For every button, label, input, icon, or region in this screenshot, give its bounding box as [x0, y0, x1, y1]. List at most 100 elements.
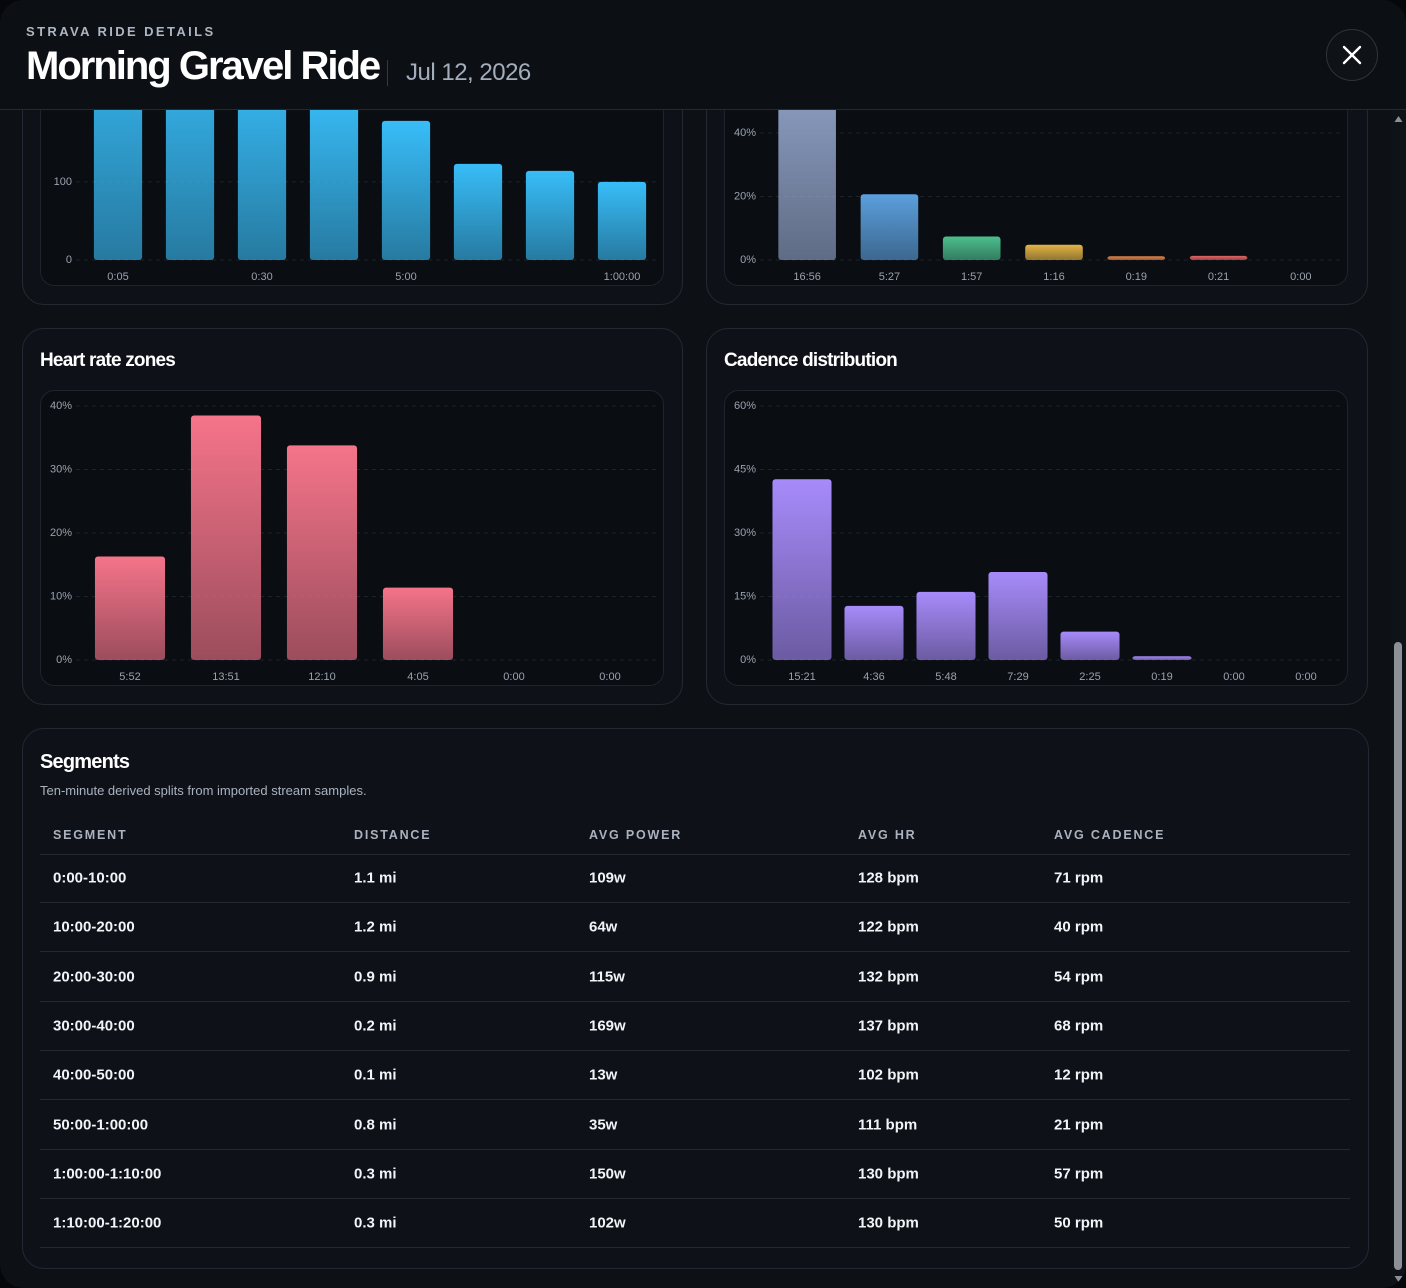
- table-cell: 130 bpm: [858, 1214, 919, 1232]
- chart-title: Cadence distribution: [724, 350, 898, 371]
- chart-card: Cadence distribution 0% 15% 30% 45% 60% 15:21 4…: [706, 328, 1368, 705]
- bar: [525, 170, 575, 260]
- table-cell: 102 bpm: [858, 1066, 919, 1084]
- chart-title: Heart rate zones: [40, 350, 176, 371]
- scrollbar[interactable]: [1391, 110, 1406, 1288]
- close-button[interactable]: [1326, 29, 1378, 81]
- bar: [237, 110, 287, 260]
- table-cell: 169w: [589, 1017, 626, 1035]
- bar: [381, 120, 431, 260]
- x-tick-label: 1:00:00: [604, 271, 641, 283]
- table-cell: 50:00-1:00:00: [53, 1116, 149, 1133]
- x-tick-label: 4:36: [863, 671, 884, 683]
- table-cell: 50 rpm: [1054, 1214, 1104, 1232]
- bar: [597, 181, 647, 260]
- table-cell: 0.2 mi: [354, 1017, 397, 1035]
- bar: [94, 556, 166, 660]
- table-cell: 71 rpm: [1054, 869, 1104, 887]
- bar: [844, 605, 904, 660]
- x-tick-label: 0:00: [503, 671, 524, 683]
- table-cell: 20:00-30:00: [53, 968, 135, 986]
- chart-card: 0% 20% 40% 16:56 5:27 1:57 1:16 0:19 0:21 0:00: [706, 110, 1368, 305]
- bar: [860, 194, 919, 260]
- table-cell: 1:00:00-1:10:00: [53, 1165, 162, 1183]
- x-tick-label: 2:25: [1079, 671, 1100, 683]
- header: STRAVA RIDE DETAILS Morning Gravel Ride …: [0, 0, 1406, 110]
- scroll-thumb[interactable]: [1394, 642, 1402, 1270]
- column-header: AVG CADENCE: [1054, 828, 1166, 842]
- table-cell: 40:00-50:00: [53, 1066, 135, 1084]
- y-tick-label: 60%: [734, 400, 756, 412]
- x-tick-label: 5:00: [395, 271, 416, 283]
- y-tick-label: 40%: [50, 400, 72, 412]
- x-tick-label: 13:51: [212, 671, 240, 683]
- table-cell: 12 rpm: [1054, 1066, 1104, 1084]
- table-cell: 0:00-10:00: [53, 869, 127, 887]
- chart: 0% 15% 30% 45% 60% 15:21 4:36 5:48 7:29 2:25 0:19 0…: [724, 390, 1348, 686]
- table-cell: 10:00-20:00: [53, 918, 135, 936]
- ride-date: Jul 12, 2026: [406, 59, 531, 86]
- content: Segments Ten-minute derived splits from …: [0, 110, 1390, 1288]
- y-tick-label: 0: [66, 254, 72, 266]
- x-tick-label: 5:48: [935, 671, 956, 683]
- chart-card: 0 100 0:05 0:30 5:00 1:00:00: [22, 110, 683, 305]
- table-cell: 0.1 mi: [354, 1066, 397, 1084]
- x-tick-label: 12:10: [308, 671, 336, 683]
- divider: [387, 60, 388, 86]
- bar: [1025, 244, 1083, 260]
- y-tick-label: 45%: [734, 463, 756, 475]
- chart: 0 100 0:05 0:30 5:00 1:00:00: [40, 110, 664, 286]
- y-tick-label: 40%: [734, 127, 756, 139]
- ride-title: Morning Gravel Ride: [26, 44, 381, 88]
- column-header: DISTANCE: [354, 828, 432, 842]
- y-tick-label: 30%: [50, 463, 72, 475]
- bar: [382, 587, 454, 660]
- table-rule: [40, 902, 1350, 903]
- x-tick-label: 0:00: [599, 671, 620, 683]
- chart-card: Heart rate zones 0% 10% 20% 30% 40% 5:52 13:51 1…: [22, 328, 683, 705]
- bar: [1132, 656, 1192, 660]
- close-icon[interactable]: [1327, 30, 1377, 80]
- column-header: AVG POWER: [589, 828, 683, 842]
- table-cell: 21 rpm: [1054, 1116, 1104, 1133]
- table-cell: 128 bpm: [858, 869, 919, 887]
- table-cell: 54 rpm: [1054, 968, 1104, 986]
- segments-subtitle: Ten-minute derived splits from imported …: [40, 783, 367, 798]
- x-tick-label: 16:56: [793, 271, 821, 283]
- y-tick-label: 100: [54, 176, 72, 188]
- table-cell: 115w: [589, 968, 625, 986]
- y-tick-label: 0%: [740, 654, 756, 666]
- table-cell: 13w: [589, 1066, 618, 1084]
- scroll-view[interactable]: Segments Ten-minute derived splits from …: [0, 110, 1390, 1288]
- x-tick-label: 1:57: [961, 271, 982, 283]
- y-tick-label: 20%: [734, 190, 756, 202]
- table-cell: 132 bpm: [858, 968, 919, 986]
- table-cell: 0.3 mi: [354, 1214, 397, 1232]
- x-tick-label: 5:27: [879, 271, 900, 283]
- x-tick-label: 0:19: [1151, 671, 1172, 683]
- table-cell: 1.1 mi: [354, 869, 397, 887]
- bar: [772, 479, 832, 660]
- table-cell: 0.3 mi: [354, 1165, 397, 1183]
- table-rule: [40, 1148, 1350, 1150]
- bar: [988, 571, 1048, 660]
- table-rule: [40, 951, 1350, 953]
- table-cell: 137 bpm: [858, 1017, 919, 1035]
- table-cell: 0.8 mi: [354, 1116, 397, 1133]
- bar: [453, 163, 503, 260]
- table-rule: [40, 1099, 1350, 1101]
- table-cell: 57 rpm: [1054, 1165, 1104, 1183]
- x-tick-label: 15:21: [788, 671, 816, 683]
- x-tick-label: 0:00: [1290, 271, 1311, 283]
- x-tick-label: 0:05: [107, 271, 128, 283]
- x-tick-label: 1:16: [1043, 271, 1064, 283]
- table-cell: 130 bpm: [858, 1165, 919, 1183]
- chart: 0% 10% 20% 30% 40% 5:52 13:51 12:10 4:05 0:00 0:00: [40, 390, 664, 686]
- bar: [93, 110, 143, 260]
- bar: [916, 591, 976, 660]
- segments-card: Segments Ten-minute derived splits from …: [22, 728, 1369, 1269]
- table-cell: 150w: [589, 1165, 626, 1183]
- y-tick-label: 20%: [50, 527, 72, 539]
- x-tick-label: 4:05: [407, 671, 428, 683]
- column-header: SEGMENT: [53, 828, 128, 842]
